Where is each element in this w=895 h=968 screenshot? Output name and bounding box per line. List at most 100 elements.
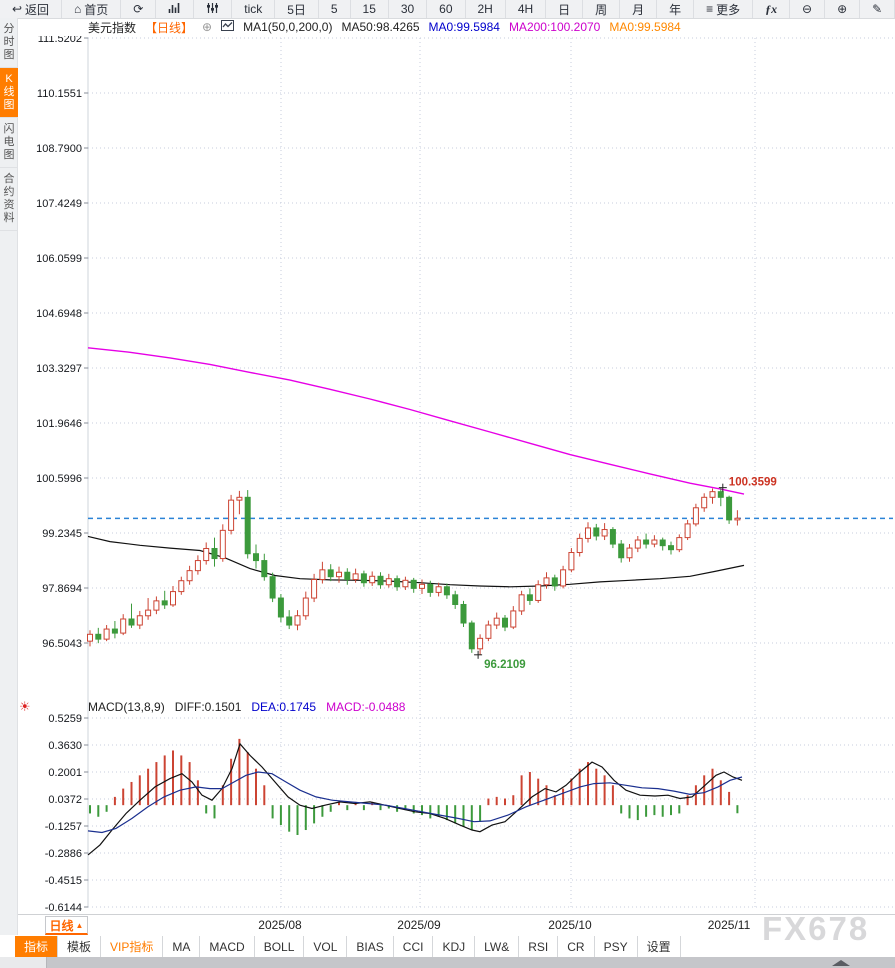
more-button[interactable]: ≡ 更多 bbox=[694, 0, 754, 18]
back-button-label: 返回 bbox=[25, 2, 50, 17]
pen-icon: ✎ bbox=[872, 2, 883, 16]
menu-icon: ≡ bbox=[706, 2, 714, 16]
period-30-button[interactable]: 30 bbox=[389, 0, 428, 18]
period-label: 【日线】 bbox=[145, 20, 194, 35]
svg-text:104.6948: 104.6948 bbox=[36, 308, 82, 320]
period-5-button[interactable]: 5 bbox=[319, 0, 351, 18]
more-button-label: 更多 bbox=[716, 2, 741, 17]
period-year-button[interactable]: 年 bbox=[657, 0, 695, 18]
home-icon: ⌂ bbox=[74, 2, 82, 16]
svg-text:107.4249: 107.4249 bbox=[36, 198, 82, 210]
svg-text:103.3297: 103.3297 bbox=[36, 363, 82, 375]
macd-dea-line bbox=[87, 771, 743, 834]
zoom-in-button[interactable]: ⊕ bbox=[825, 0, 861, 18]
zoom-in-icon: ⊕ bbox=[837, 2, 848, 16]
period-selector[interactable]: 日线 ▲ bbox=[45, 916, 88, 935]
x-axis-date-label: 2025/08 bbox=[258, 918, 302, 932]
refresh-button[interactable]: ⟳ bbox=[121, 0, 157, 18]
ma-button[interactable]: MA bbox=[163, 936, 201, 957]
back-button[interactable]: ↩ 返回 bbox=[0, 0, 63, 18]
sliders-icon bbox=[206, 2, 219, 16]
symbol-name: 美元指数 bbox=[88, 20, 137, 35]
cr-button[interactable]: CR bbox=[558, 936, 595, 957]
templates-button[interactable]: 模板 bbox=[58, 936, 102, 957]
vip-indicators-button[interactable]: VIP指标 bbox=[101, 936, 164, 957]
macd-diff-value: DIFF:0.1501 bbox=[174, 700, 242, 714]
indicator-settings-button[interactable] bbox=[194, 0, 233, 18]
tick-button-label: tick bbox=[244, 2, 263, 16]
tab-lightning-chart[interactable]: 闪电图 bbox=[0, 118, 18, 168]
period-4h-button[interactable]: 4H bbox=[506, 0, 547, 18]
draw-button[interactable]: ✎ bbox=[860, 0, 895, 18]
rsi-button[interactable]: RSI bbox=[519, 936, 559, 957]
svg-text:-0.1257: -0.1257 bbox=[45, 821, 82, 833]
period-4h-button-label: 4H bbox=[517, 2, 534, 16]
back-icon: ↩ bbox=[11, 2, 23, 16]
macd-legend: MACD(13,8,9) DIFF:0.1501 DEA:0.1745 MACD… bbox=[88, 700, 405, 715]
cci-button[interactable]: CCI bbox=[394, 936, 434, 957]
period-5d-button[interactable]: 5日 bbox=[275, 0, 319, 18]
period-2h-button-label: 2H bbox=[477, 2, 493, 16]
period-2h-button[interactable]: 2H bbox=[466, 0, 506, 18]
boll-button[interactable]: BOLL bbox=[255, 936, 305, 957]
svg-text:-0.4515: -0.4515 bbox=[45, 875, 82, 887]
ma50-value: MA50:98.4265 bbox=[341, 20, 420, 34]
collapse-handle-icon[interactable] bbox=[832, 960, 850, 966]
svg-text:0.2001: 0.2001 bbox=[48, 767, 82, 779]
ma-settings-label: MA1(50,0,200,0) bbox=[243, 20, 333, 34]
zoom-out-button[interactable]: ⊖ bbox=[790, 0, 826, 18]
fx-icon: ƒx bbox=[765, 2, 778, 16]
svg-text:108.7900: 108.7900 bbox=[36, 143, 82, 155]
svg-text:111.5202: 111.5202 bbox=[38, 36, 82, 45]
period-selector-label: 日线 bbox=[49, 918, 74, 933]
svg-text:-0.2886: -0.2886 bbox=[45, 848, 82, 860]
svg-text:-0.6144: -0.6144 bbox=[45, 902, 82, 914]
fx-button[interactable]: ƒx bbox=[753, 0, 791, 18]
svg-text:100.5996: 100.5996 bbox=[36, 473, 82, 485]
macd-params-label: MACD(13,8,9) bbox=[88, 700, 165, 714]
period-15-button[interactable]: 15 bbox=[351, 0, 389, 18]
period-day-button[interactable]: 日 bbox=[546, 0, 584, 18]
strip-tab bbox=[0, 957, 47, 968]
ma0-blue-value: MA0:99.5984 bbox=[428, 20, 500, 34]
tab-time-chart[interactable]: 分时图 bbox=[0, 18, 18, 68]
x-axis-date-label: 2025/11 bbox=[707, 918, 751, 932]
tick-button[interactable]: tick bbox=[232, 0, 276, 18]
home-button-label: 首页 bbox=[84, 2, 109, 17]
period-week-button[interactable]: 周 bbox=[583, 0, 621, 18]
ma200-value: MA200:100.2070 bbox=[508, 20, 601, 34]
price-chart[interactable]: 111.5202 110.1551 108.7900 107.4249 106.0599… bbox=[0, 36, 895, 914]
svg-text:110.1551: 110.1551 bbox=[37, 88, 82, 100]
psy-button[interactable]: PSY bbox=[595, 936, 638, 957]
bias-button[interactable]: BIAS bbox=[347, 936, 394, 957]
macd-diff-line bbox=[87, 742, 743, 856]
zoom-out-icon: ⊖ bbox=[802, 2, 813, 16]
svg-text:106.0599: 106.0599 bbox=[36, 253, 82, 265]
candles-layer bbox=[87, 487, 741, 655]
chart-type-button[interactable] bbox=[156, 0, 195, 18]
bottom-strip bbox=[0, 957, 895, 968]
macd-button[interactable]: MACD bbox=[200, 936, 255, 957]
bar-chart-icon bbox=[168, 2, 181, 16]
chart-style-icon[interactable] bbox=[221, 20, 235, 34]
lw-button[interactable]: LW& bbox=[475, 936, 520, 957]
svg-text:96.5043: 96.5043 bbox=[42, 638, 82, 650]
home-button[interactable]: ⌂ 首页 bbox=[62, 0, 122, 18]
kdj-button[interactable]: KDJ bbox=[433, 936, 476, 957]
period-60-button[interactable]: 60 bbox=[427, 0, 466, 18]
x-axis-date-label: 2025/09 bbox=[397, 918, 441, 932]
indicators-button[interactable]: 指标 bbox=[15, 936, 59, 957]
tab-contract-info[interactable]: 合约资料 bbox=[0, 168, 18, 231]
high-price-label: 100.3599 bbox=[729, 477, 777, 489]
period-5-button-label: 5 bbox=[330, 2, 338, 16]
ma200-line bbox=[87, 347, 745, 495]
compare-icon[interactable]: ⊕ bbox=[202, 20, 213, 34]
period-month-button[interactable]: 月 bbox=[620, 0, 658, 18]
x-axis-date-label: 2025/10 bbox=[548, 918, 592, 932]
settings-button[interactable]: 设置 bbox=[638, 936, 681, 957]
vol-button[interactable]: VOL bbox=[304, 936, 348, 957]
chart-legend: 美元指数 【日线】 ⊕ MA1(50,0,200,0) MA50:98.4265… bbox=[88, 19, 681, 35]
tab-kline-chart[interactable]: K线图 bbox=[0, 68, 18, 118]
period-year-button-label: 年 bbox=[669, 2, 682, 17]
